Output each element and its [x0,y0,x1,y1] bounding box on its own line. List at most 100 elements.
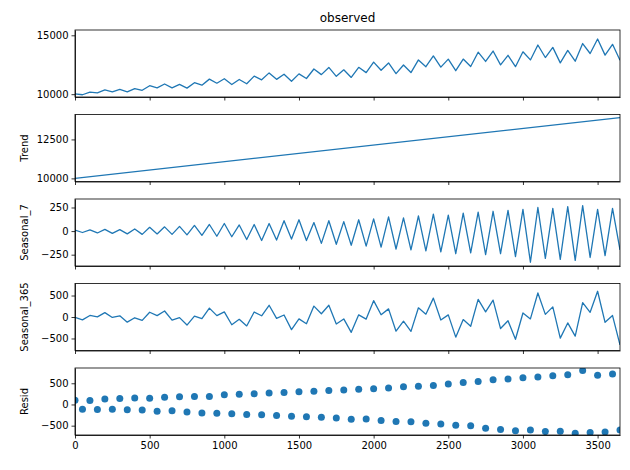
x-tick-mark [299,182,300,186]
series-line [75,118,620,179]
y-tick-label: 10000 [37,89,69,100]
resid-point [587,429,594,435]
resid-point [146,395,153,402]
x-tick [374,351,375,355]
x-tick-mark [598,266,599,270]
x-tick [523,182,524,186]
series-line [75,206,620,263]
x-tick-mark [523,435,524,439]
y-axis: −5000500 [41,284,75,351]
y-tick-mark [72,404,76,405]
x-tick-mark [448,435,449,439]
y-tick: 500 [49,290,75,301]
plot-marks [75,118,620,179]
x-tick-mark [299,351,300,355]
resid-point [415,383,422,390]
x-tick [75,266,76,270]
x-tick-label: 3000 [511,440,536,451]
x-tick: 2000 [361,435,386,451]
y-tick-mark [72,139,76,140]
x-tick-mark [598,182,599,186]
resid-point [340,387,347,394]
x-tick: 1000 [212,435,237,451]
resid-point [131,395,138,402]
resid-point [176,393,183,400]
panel: 1000012500 [37,115,621,186]
resid-point [475,378,482,385]
y-tick-label: 15000 [37,30,69,41]
resid-point [154,408,161,415]
y-tick-label: −250 [41,249,68,260]
resid-point [445,381,452,388]
resid-point [422,420,429,427]
x-tick-mark [75,435,76,439]
x-tick-mark [374,435,375,439]
x-tick-mark [448,182,449,186]
x-tick [374,182,375,186]
y-axis-title: Trend [19,134,30,162]
plot-frame [75,368,620,435]
resid-point [124,406,131,413]
x-tick-mark [224,97,225,101]
x-tick-mark [523,97,524,101]
resid-point [557,428,564,435]
resid-point [221,391,228,398]
x-tick-mark [75,351,76,355]
x-tick [523,97,524,101]
y-tick-mark [72,35,76,36]
x-tick: 500 [141,435,160,451]
x-tick: 3500 [585,435,610,451]
resid-point [505,376,512,383]
resid-point [579,368,586,374]
x-tick-mark [374,266,375,270]
y-axis: 1000012500 [37,115,76,184]
x-tick [224,97,225,101]
y-tick: 12500 [37,134,75,145]
resid-point [236,391,243,398]
y-tick: 10000 [37,89,75,100]
x-tick-mark [374,182,375,186]
resid-point [490,376,497,383]
resid-point [206,393,213,400]
resid-point [378,417,385,424]
resid-point [564,371,571,378]
resid-point [198,409,205,416]
resid-point [79,406,86,413]
y-tick-label: 0 [62,399,68,410]
x-axis-line [76,182,621,183]
y-tick: −250 [41,249,75,260]
y-tick-mark [72,178,76,179]
x-tick-mark [374,97,375,101]
resid-point [542,428,549,435]
x-tick [448,97,449,101]
resid-point [549,372,556,379]
resid-point [310,388,317,395]
x-tick [598,182,599,186]
resid-point [385,384,392,391]
x-tick [299,266,300,270]
resid-point [94,406,101,413]
y-tick-mark [72,296,76,297]
resid-point [527,426,534,433]
x-tick-label: 1500 [287,440,312,451]
y-tick-label: 0 [62,226,68,237]
plot-marks [75,206,620,263]
x-tick [299,97,300,101]
plot-marks [75,291,620,345]
y-tick: 500 [49,378,75,389]
resid-point [437,420,444,427]
x-tick [299,182,300,186]
x-tick-mark [75,97,76,101]
plot-marks [75,39,620,95]
x-tick-mark [598,351,599,355]
y-tick-label: 12500 [37,134,69,145]
y-tick: 0 [62,399,75,410]
x-tick [224,351,225,355]
x-tick-mark [150,182,151,186]
resid-point [266,390,273,397]
resid-point [86,397,93,404]
x-tick [448,351,449,355]
panel-title: observed [320,11,376,25]
y-tick-label: −500 [41,333,68,344]
x-tick-mark [224,351,225,355]
